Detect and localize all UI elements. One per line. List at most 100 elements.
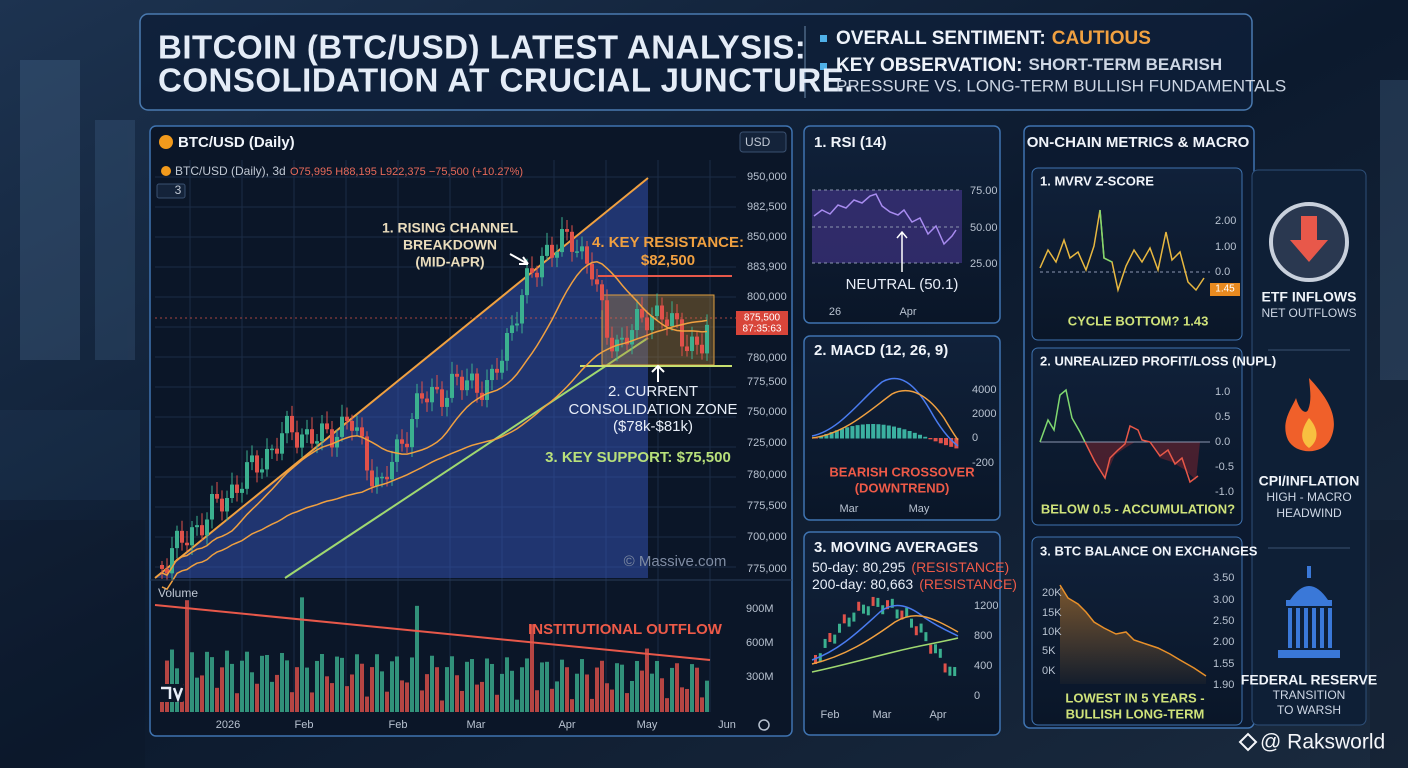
- macd-bar: [881, 424, 886, 439]
- candle-body: [455, 373, 459, 377]
- candle-body: [380, 476, 384, 479]
- signal-line: [811, 389, 959, 441]
- volume-bar: [430, 655, 434, 712]
- volume-tick-label: 300M: [746, 671, 774, 683]
- volume-bar: [510, 670, 514, 712]
- axis-label: 400: [974, 660, 992, 672]
- volume-bar: [210, 657, 214, 712]
- ma-candle: [823, 638, 827, 648]
- x-tick-label: Mar: [873, 709, 892, 721]
- candle-body: [590, 263, 594, 280]
- candle-body: [575, 251, 579, 253]
- backdrop-city: [0, 60, 1408, 768]
- channel-note: BREAKDOWN: [403, 237, 497, 253]
- sentiment-part: CAUTIOUS: [1052, 28, 1151, 49]
- volume-label: Volume: [158, 586, 198, 600]
- settings-icon: [758, 719, 770, 731]
- candle-body: [705, 324, 709, 354]
- ma-line-part: (RESISTANCE): [911, 559, 1009, 575]
- volume-bar: [545, 661, 549, 712]
- volume-bar: [595, 667, 599, 712]
- volume-bar: [505, 657, 509, 712]
- price-tick-label: 700,000: [747, 531, 787, 543]
- macd-bar: [850, 426, 855, 439]
- observation-part: SHORT-TERM BEARISH: [1029, 55, 1223, 74]
- candle-body: [220, 498, 224, 512]
- volume-bar: [270, 681, 274, 712]
- volume-bar: [615, 663, 619, 712]
- candle-body: [215, 493, 219, 499]
- legend: BTC/USD (Daily), 3d: [175, 164, 286, 178]
- candle-body: [440, 389, 444, 407]
- macd-bar: [876, 424, 881, 439]
- candle-body: [430, 386, 434, 403]
- volume-bar: [560, 659, 564, 712]
- candle-body: [555, 252, 559, 258]
- volume-bar: [625, 693, 629, 712]
- volume-bar: [190, 652, 194, 712]
- volume-bar: [455, 675, 459, 712]
- candle-body: [470, 373, 474, 381]
- volume-bar: [685, 688, 689, 712]
- volume-bar: [525, 658, 529, 712]
- volume-bar: [445, 667, 449, 712]
- candle-body: [610, 337, 614, 352]
- ma-candle: [943, 663, 947, 673]
- candle-body: [445, 397, 449, 407]
- volume-bar: [630, 681, 634, 712]
- ma-panel: [803, 531, 1001, 736]
- title: BITCOIN (BTC/USD) LATEST ANALYSIS:: [158, 29, 806, 66]
- candle-body: [315, 441, 319, 444]
- left-axis-label: 20K: [1042, 587, 1062, 599]
- nupl-line-neg: [1084, 424, 1151, 480]
- ma-candle: [948, 666, 952, 676]
- channel-lower: [284, 337, 649, 579]
- candle-body: [200, 525, 204, 536]
- price-tick-label: 950,000: [747, 171, 787, 183]
- macro-title: FEDERAL RESERVE: [1241, 672, 1377, 688]
- candle-body: [285, 415, 289, 434]
- candle-body: [205, 519, 209, 536]
- volume-bar: [385, 691, 389, 712]
- volume-bar: [590, 698, 594, 712]
- candle-body: [230, 484, 234, 499]
- ma-candle: [938, 648, 942, 658]
- volume-bar: [435, 667, 439, 712]
- macro-line: TRANSITION: [1273, 688, 1346, 702]
- candle-body: [650, 316, 654, 331]
- candle-body: [685, 346, 689, 352]
- macd-bar: [928, 438, 933, 440]
- candle-body: [260, 469, 264, 473]
- candle-body: [485, 380, 489, 400]
- volume-bar: [690, 664, 694, 712]
- candle-body: [545, 244, 549, 256]
- labels: BITCOIN (BTC/USD) LATEST ANALYSIS:CONSOL…: [158, 28, 1385, 754]
- mvrv-tag-box: [1210, 283, 1240, 296]
- arrow: [509, 253, 529, 265]
- volume-bar: [515, 699, 519, 712]
- bullet: [820, 63, 827, 70]
- nupl-line-pos: [1039, 388, 1086, 443]
- volume-bar: [370, 667, 374, 712]
- candle-body: [410, 419, 414, 448]
- ma-candle: [910, 618, 913, 628]
- rsi-panel: [803, 125, 1001, 324]
- callout: LOWEST IN 5 YEARS -: [1065, 690, 1204, 705]
- candle-body: [415, 393, 419, 420]
- left-axis-label: 0K: [1042, 665, 1056, 677]
- x-tick-label: Feb: [295, 719, 314, 731]
- axis-label: 0.0: [1215, 266, 1230, 278]
- volume-bar: [250, 672, 254, 712]
- volume-bar: [450, 656, 454, 712]
- ma-candle: [895, 609, 899, 619]
- candle-body: [500, 360, 504, 373]
- moving-average: [161, 261, 708, 577]
- volume-bar: [530, 624, 534, 712]
- price-tick-label: 850,000: [747, 231, 787, 243]
- candle-body: [350, 420, 354, 431]
- volume-bar: [340, 657, 344, 712]
- volume-bar: [600, 660, 604, 712]
- volume-bar: [275, 674, 279, 712]
- ma-candle: [876, 597, 880, 607]
- candle-body: [175, 530, 179, 549]
